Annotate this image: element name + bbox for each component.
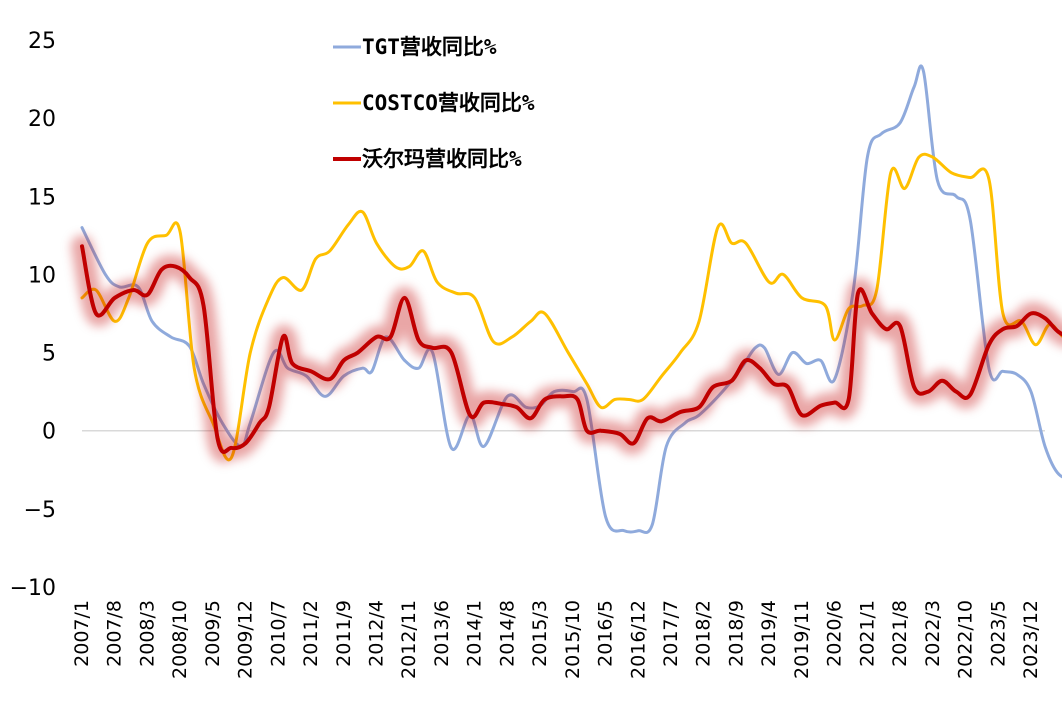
x-tick-label: 2010/7 (267, 600, 289, 667)
x-tick-label: 2018/9 (725, 600, 747, 667)
x-tick-label: 2008/10 (169, 600, 191, 679)
x-tick-label: 2009/12 (235, 600, 257, 679)
x-tick-label: 2016/5 (595, 600, 617, 667)
legend: TGT营收同比% COSTCO营收同比% 沃尔玛营收同比% (333, 35, 535, 171)
series-walmart-glow (71, 235, 1062, 463)
series-layer (71, 64, 1062, 534)
x-tick-label: 2007/8 (104, 600, 126, 667)
x-tick-label: 2014/1 (464, 600, 486, 667)
x-tick-label: 2012/4 (366, 600, 388, 667)
x-tick-label: 2013/6 (431, 600, 453, 667)
legend-label-costco: COSTCO营收同比% (362, 91, 535, 115)
series-costco-line (80, 152, 1062, 462)
series-tgt-line (80, 64, 1062, 534)
x-tick-label: 2021/8 (889, 600, 911, 667)
y-tick-label: 20 (28, 107, 56, 132)
x-tick-label: 2012/11 (398, 600, 420, 679)
y-tick-label: 15 (28, 185, 56, 210)
y-tick-label: 25 (28, 29, 56, 54)
x-axis: 2007/1 2007/8 2008/3 2008/10 2009/5 2009/12 20… (71, 600, 1042, 679)
x-tick-label: 2020/6 (824, 600, 846, 667)
x-tick-label: 2018/2 (693, 600, 715, 667)
x-tick-label: 2023/12 (1020, 600, 1042, 679)
x-tick-label: 2022/10 (955, 600, 977, 679)
y-tick-label: −5 (24, 498, 56, 523)
x-tick-label: 2011/9 (333, 600, 355, 667)
y-tick-label: 0 (42, 420, 56, 445)
x-tick-label: 2011/2 (300, 600, 322, 667)
x-tick-label: 2008/3 (136, 600, 158, 667)
series-walmart-line (80, 244, 1062, 454)
x-tick-label: 2014/8 (496, 600, 518, 667)
legend-label-tgt: TGT营收同比% (362, 35, 497, 59)
y-axis: 25 20 15 10 5 0 −5 −10 (10, 29, 56, 601)
x-tick-label: 2007/1 (71, 600, 93, 667)
y-tick-label: 10 (28, 263, 56, 288)
x-tick-label: 2022/3 (922, 600, 944, 667)
legend-label-walmart: 沃尔玛营收同比% (362, 147, 522, 171)
x-tick-label: 2019/11 (791, 600, 813, 679)
x-tick-label: 2016/12 (627, 600, 649, 679)
y-tick-label: −10 (10, 576, 56, 601)
x-tick-label: 2023/5 (987, 600, 1009, 667)
x-tick-label: 2017/7 (660, 600, 682, 667)
x-tick-label: 2009/5 (202, 600, 224, 667)
x-tick-label: 2019/4 (758, 600, 780, 667)
y-tick-label: 5 (42, 342, 56, 367)
x-tick-label: 2015/10 (562, 600, 584, 679)
x-tick-label: 2021/1 (856, 600, 878, 667)
x-tick-label: 2015/3 (529, 600, 551, 667)
